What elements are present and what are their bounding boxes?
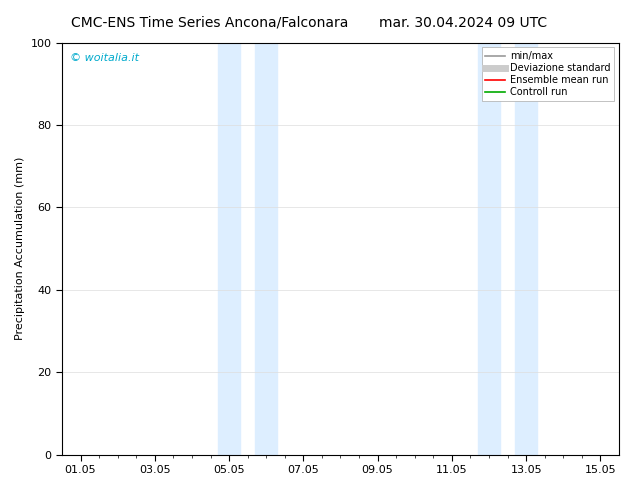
Bar xyxy=(515,43,537,455)
Bar xyxy=(218,43,240,455)
Text: © woitalia.it: © woitalia.it xyxy=(70,53,139,63)
Text: CMC-ENS Time Series Ancona/Falconara: CMC-ENS Time Series Ancona/Falconara xyxy=(70,16,348,30)
Bar xyxy=(478,43,500,455)
Legend: min/max, Deviazione standard, Ensemble mean run, Controll run: min/max, Deviazione standard, Ensemble m… xyxy=(482,48,614,101)
Y-axis label: Precipitation Accumulation (mm): Precipitation Accumulation (mm) xyxy=(15,157,25,340)
Bar xyxy=(255,43,277,455)
Text: mar. 30.04.2024 09 UTC: mar. 30.04.2024 09 UTC xyxy=(378,16,547,30)
